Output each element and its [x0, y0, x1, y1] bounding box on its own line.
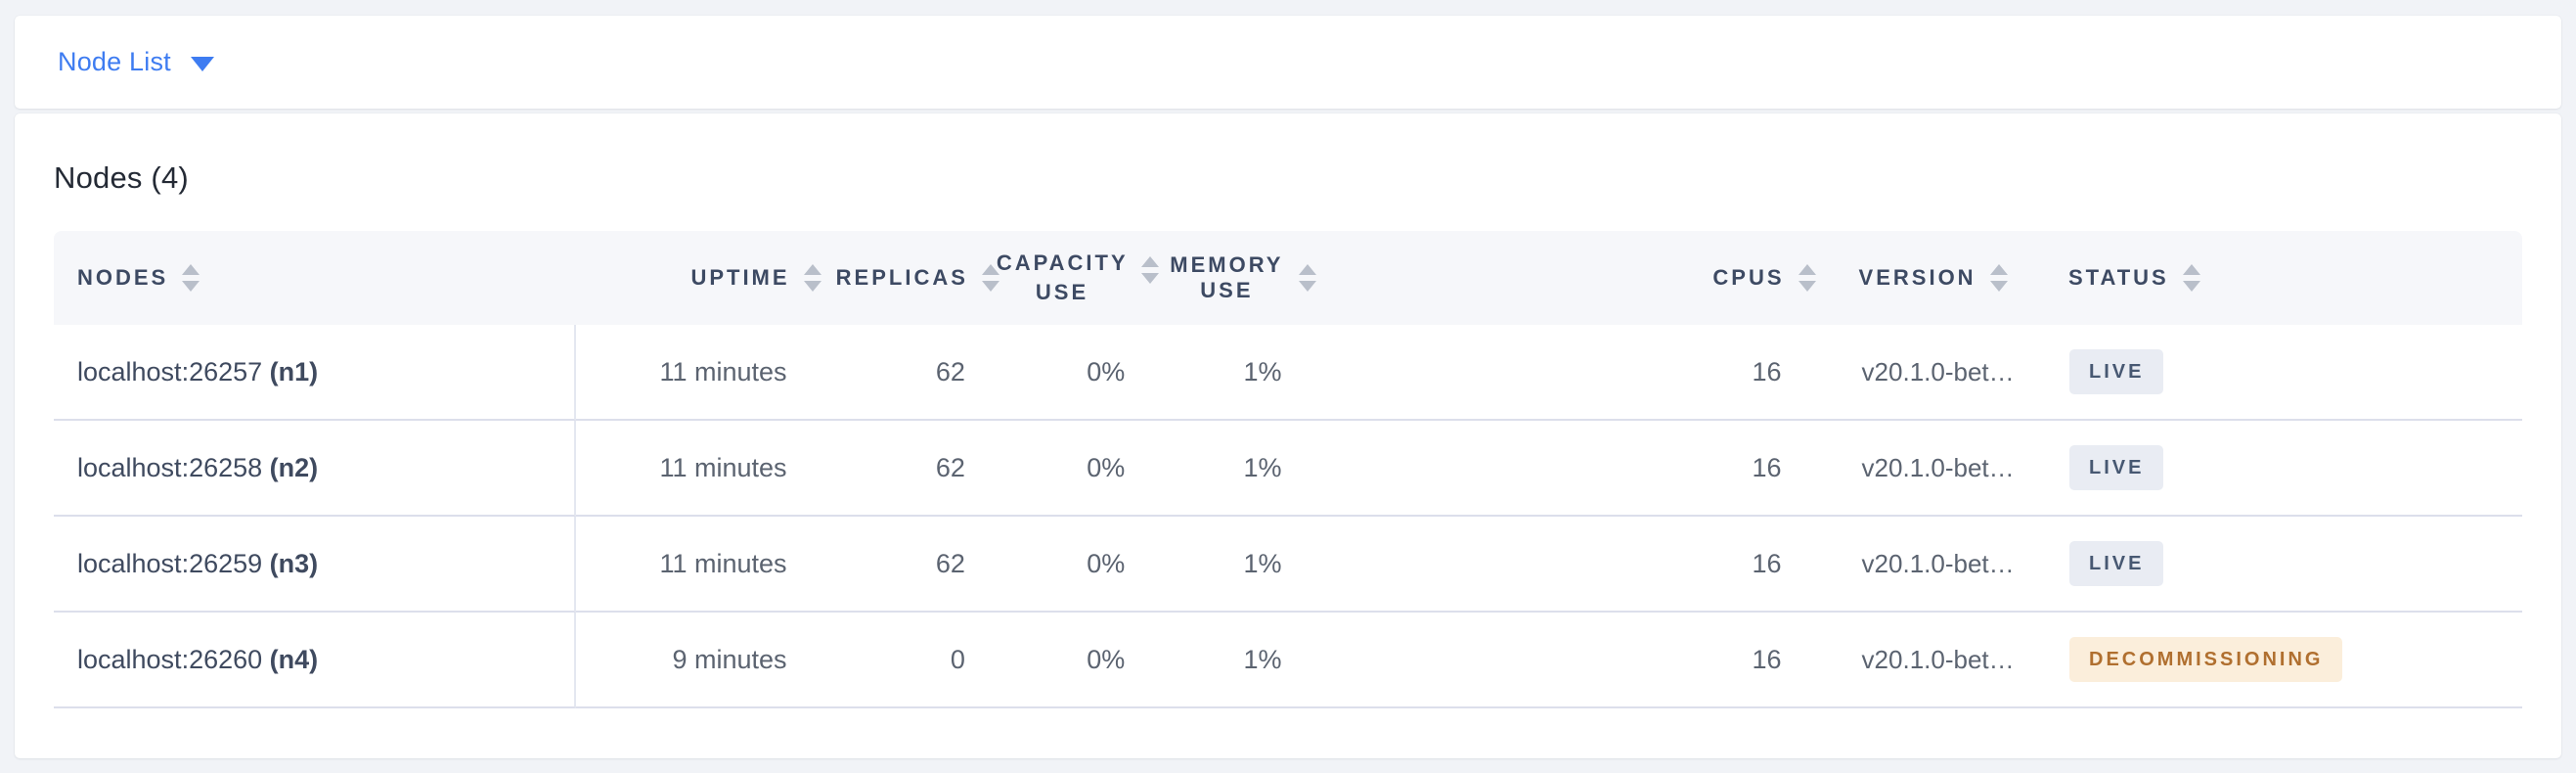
- replicas-cell: 0: [830, 613, 1009, 708]
- cpus-cell: 16: [1325, 613, 1826, 708]
- column-header-nodes[interactable]: NODES: [54, 231, 577, 325]
- column-header-capacity-use[interactable]: CAPACITY USE: [997, 231, 1170, 325]
- uptime-cell: 11 minutes: [576, 421, 831, 517]
- column-label: CAPACITY USE: [996, 250, 1129, 304]
- uptime-cell: 11 minutes: [576, 325, 831, 421]
- node-name-cell[interactable]: localhost:26257 (n1): [54, 325, 577, 421]
- status-cell: LIVE: [2056, 517, 2522, 613]
- sort-arrows-icon[interactable]: [1989, 264, 2008, 292]
- cpus-cell: 16: [1325, 325, 1826, 421]
- node-list-table: NODES UPTIME REPLICAS: [54, 231, 2522, 708]
- column-label: CPUS: [1712, 265, 1785, 290]
- sort-arrows-icon[interactable]: [981, 264, 999, 292]
- column-label: REPLICAS: [835, 265, 968, 290]
- column-header-replicas[interactable]: REPLICAS: [830, 231, 1009, 325]
- column-header-status[interactable]: STATUS: [2056, 231, 2522, 325]
- table-row: localhost:26257 (n1) 11 minutes 62 0% 1%…: [54, 325, 2522, 421]
- column-label: NODES: [77, 265, 169, 290]
- uptime-cell: 9 minutes: [576, 613, 831, 708]
- column-header-version[interactable]: VERSION: [1825, 231, 2056, 325]
- column-label: UPTIME: [690, 265, 790, 290]
- status-badge: LIVE: [2069, 541, 2164, 586]
- capacity-use-cell: 0%: [1008, 517, 1170, 613]
- uptime-cell: 11 minutes: [576, 517, 831, 613]
- sort-arrows-icon[interactable]: [1298, 264, 1316, 292]
- view-selector-bar: Node List: [15, 16, 2561, 109]
- capacity-use-cell: 0%: [1008, 421, 1170, 517]
- memory-use-cell: 1%: [1169, 613, 1326, 708]
- replicas-cell: 62: [830, 421, 1009, 517]
- page-title: Nodes (4): [54, 160, 189, 195]
- sort-arrows-icon[interactable]: [2182, 264, 2200, 292]
- column-header-cpus[interactable]: CPUS: [1325, 231, 1826, 325]
- replicas-cell: 62: [830, 325, 1009, 421]
- table-row: localhost:26260 (n4) 9 minutes 0 0% 1% 1…: [54, 613, 2522, 708]
- node-name-cell[interactable]: localhost:26258 (n2): [54, 421, 577, 517]
- memory-use-cell: 1%: [1169, 421, 1326, 517]
- cpus-cell: 16: [1325, 517, 1826, 613]
- column-label: MEMORY USE: [1170, 252, 1284, 302]
- memory-use-cell: 1%: [1169, 517, 1326, 613]
- sort-arrows-icon[interactable]: [1798, 264, 1816, 292]
- node-name-cell[interactable]: localhost:26259 (n3): [54, 517, 577, 613]
- cpus-cell: 16: [1325, 421, 1826, 517]
- status-badge: LIVE: [2069, 445, 2164, 490]
- column-label: VERSION: [1858, 265, 1976, 290]
- status-badge: LIVE: [2069, 349, 2164, 394]
- version-cell: v20.1.0-bet…: [1825, 325, 2056, 421]
- column-label: STATUS: [2068, 265, 2169, 290]
- nodes-panel: Nodes (4) NODES UPTIME: [15, 114, 2561, 758]
- table-header-row: NODES UPTIME REPLICAS: [54, 231, 2522, 325]
- replicas-cell: 62: [830, 517, 1009, 613]
- view-selector-label: Node List: [58, 47, 171, 76]
- status-cell: LIVE: [2056, 325, 2522, 421]
- capacity-use-cell: 0%: [1008, 613, 1170, 708]
- sort-arrows-icon[interactable]: [1141, 256, 1160, 285]
- sort-arrows-icon[interactable]: [803, 264, 822, 292]
- status-cell: LIVE: [2056, 421, 2522, 517]
- version-cell: v20.1.0-bet…: [1825, 517, 2056, 613]
- version-cell: v20.1.0-bet…: [1825, 421, 2056, 517]
- column-header-uptime[interactable]: UPTIME: [576, 231, 831, 325]
- version-cell: v20.1.0-bet…: [1825, 613, 2056, 708]
- memory-use-cell: 1%: [1169, 325, 1326, 421]
- column-header-memory-use[interactable]: MEMORY USE: [1169, 231, 1326, 325]
- node-name-cell[interactable]: localhost:26260 (n4): [54, 613, 577, 708]
- sort-arrows-icon[interactable]: [182, 264, 200, 292]
- view-selector-dropdown[interactable]: Node List: [58, 47, 214, 77]
- table-row: localhost:26259 (n3) 11 minutes 62 0% 1%…: [54, 517, 2522, 613]
- status-cell: DECOMMISSIONING: [2056, 613, 2522, 708]
- caret-down-icon: [190, 56, 214, 71]
- status-badge: DECOMMISSIONING: [2069, 637, 2343, 682]
- table-row: localhost:26258 (n2) 11 minutes 62 0% 1%…: [54, 421, 2522, 517]
- capacity-use-cell: 0%: [1008, 325, 1170, 421]
